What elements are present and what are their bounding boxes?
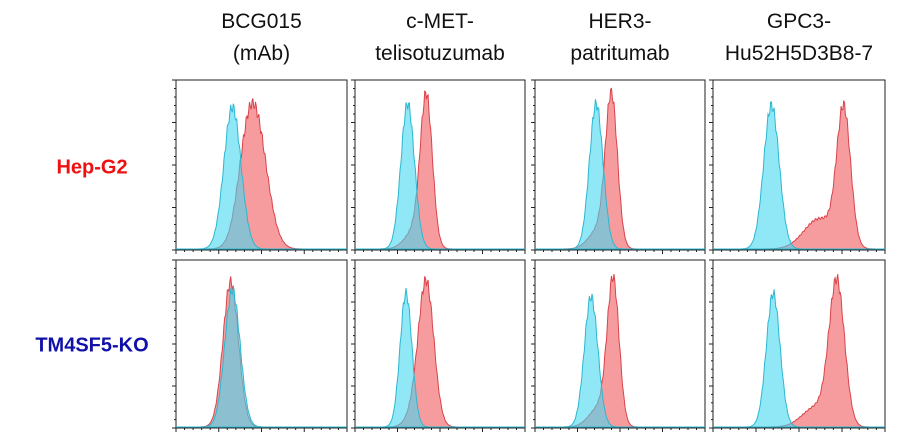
column-title: HER3- xyxy=(588,10,651,33)
panel-frame xyxy=(712,259,886,429)
histogram-cyan xyxy=(176,286,347,428)
panel-frame xyxy=(354,79,526,251)
column-title: (mAb) xyxy=(233,42,290,65)
panel xyxy=(351,259,526,432)
panel xyxy=(709,259,886,432)
panel xyxy=(172,79,348,254)
row-label: TM4SF5-KO xyxy=(35,334,148,356)
row-label: Hep-G2 xyxy=(56,156,127,178)
histogram-cyan xyxy=(535,99,705,250)
panel xyxy=(531,259,706,432)
panel-frame xyxy=(712,79,886,251)
panel-frame xyxy=(175,259,348,429)
panel xyxy=(351,79,526,254)
histogram-cyan xyxy=(535,293,705,428)
column-title: GPC3- xyxy=(767,10,831,33)
histogram-cyan xyxy=(176,103,347,250)
column-title: c-MET- xyxy=(406,10,474,33)
column-title: patritumab xyxy=(570,42,669,65)
histogram-cyan xyxy=(355,288,525,428)
column-title: Hu52H5D3B8-7 xyxy=(725,42,873,65)
histogram-cyan xyxy=(713,289,885,428)
histogram-cyan xyxy=(355,102,525,250)
histogram-cyan xyxy=(713,101,885,250)
column-title: telisotuzumab xyxy=(375,42,505,65)
column-title: BCG015 xyxy=(221,10,302,33)
panel xyxy=(709,79,886,254)
panel xyxy=(531,79,706,254)
panel xyxy=(172,259,348,432)
